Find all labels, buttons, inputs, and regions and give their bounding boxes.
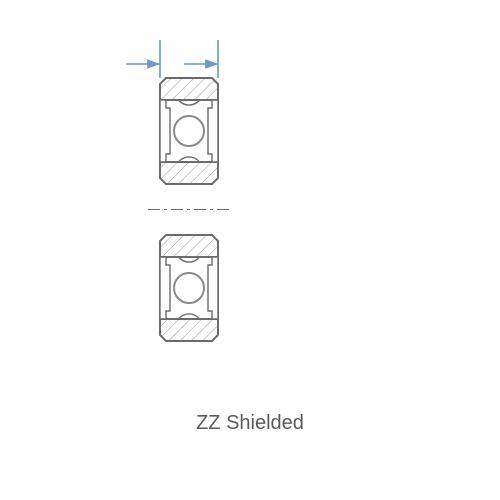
ball-icon (174, 116, 204, 146)
dimensions (126, 40, 218, 78)
ball-icon (174, 273, 204, 303)
diagram-canvas: ZZ Shielded (0, 0, 500, 500)
caption-text: ZZ Shielded (0, 412, 500, 435)
bearing-cross-section (148, 78, 230, 341)
